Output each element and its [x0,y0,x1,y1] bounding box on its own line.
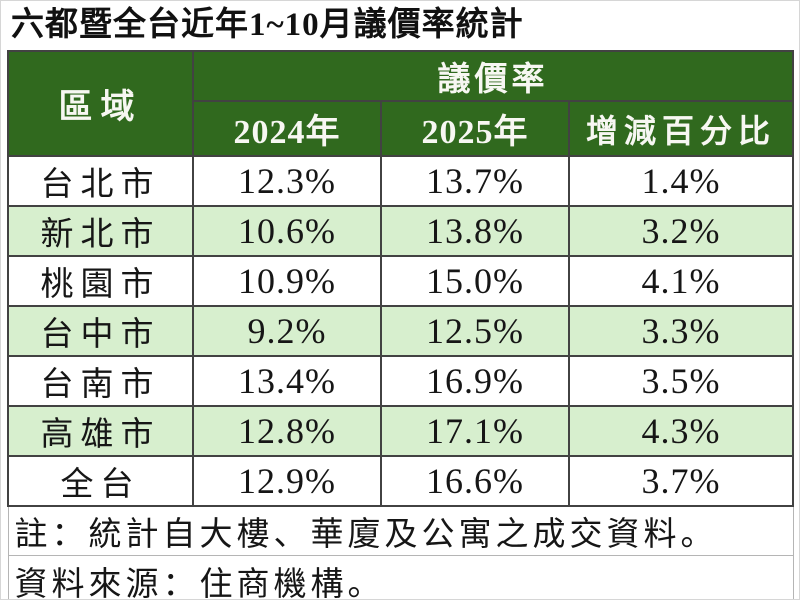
value-2025: 13.8% [380,205,570,257]
table-header: 區域 議價率 2024年 2025年 增減百分比 [7,50,795,157]
table-row-nationwide: 全台 12.9% 16.6% 3.7% [7,455,795,507]
region-cell: 高雄市 [7,405,194,457]
value-2024: 12.9% [192,455,382,507]
value-diff: 3.7% [567,455,795,507]
footnote-row: 註：統計自大樓、華廈及公寓之成交資料。 [7,505,794,556]
page-title: 六都暨全台近年1~10月議價率統計 [11,7,524,43]
group-header: 議價率 [191,50,795,102]
column-header-diff: 增減百分比 [567,100,795,157]
value-2025: 13.7% [380,155,570,207]
table-row-taoyuan: 桃園市 10.9% 15.0% 4.1% [7,255,795,307]
value-2024: 12.3% [192,155,382,207]
value-diff: 4.3% [567,405,795,457]
region-cell: 台南市 [7,355,194,407]
value-diff: 3.3% [567,305,795,357]
value-diff: 3.2% [567,205,795,257]
value-2025: 17.1% [380,405,570,457]
source-text: 資料來源：住商機構。 [7,555,794,599]
table-row-taipei: 台北市 12.3% 13.7% 1.4% [7,155,795,207]
value-2024: 10.9% [192,255,382,307]
region-cell: 桃園市 [7,255,194,307]
value-2025: 15.0% [380,255,570,307]
value-diff: 4.1% [567,255,795,307]
value-diff: 3.5% [567,355,795,407]
table-row-kaohsiung: 高雄市 12.8% 17.1% 4.3% [7,405,795,457]
region-cell: 新北市 [7,205,194,257]
region-cell: 台北市 [7,155,194,207]
region-cell: 全台 [7,455,194,507]
column-header-2024: 2024年 [192,100,382,157]
table-row-tainan: 台南市 13.4% 16.9% 3.5% [7,355,795,407]
header-row-columns: 2024年 2025年 增減百分比 [8,100,795,157]
value-2025: 16.9% [380,355,570,407]
header-row-group: 區域 議價率 [7,50,795,157]
value-2025: 12.5% [380,305,570,357]
value-diff: 1.4% [567,155,795,207]
value-2024: 13.4% [192,355,382,407]
region-column-header: 區域 [7,50,194,157]
value-2024: 12.8% [192,405,382,457]
column-header-2025: 2025年 [380,100,570,157]
value-2025: 16.6% [380,455,570,507]
table-footnotes: 註：統計自大樓、華廈及公寓之成交資料。 資料來源：住商機構。 [7,505,794,599]
value-2024: 9.2% [192,305,382,357]
table-body: 台北市 12.3% 13.7% 1.4% 新北市 10.6% 13.8% 3.2… [7,155,795,507]
source-row: 資料來源：住商機構。 [7,555,794,599]
footnote-text: 註：統計自大樓、華廈及公寓之成交資料。 [7,505,794,556]
stats-table: 區域 議價率 2024年 2025年 增減百分比 台北市 12.3% 13.7%… [7,50,795,599]
region-cell: 台中市 [7,305,194,357]
table-row-taichung: 台中市 9.2% 12.5% 3.3% [7,305,795,357]
value-2024: 10.6% [192,205,382,257]
table-row-newtaipei: 新北市 10.6% 13.8% 3.2% [7,205,795,257]
